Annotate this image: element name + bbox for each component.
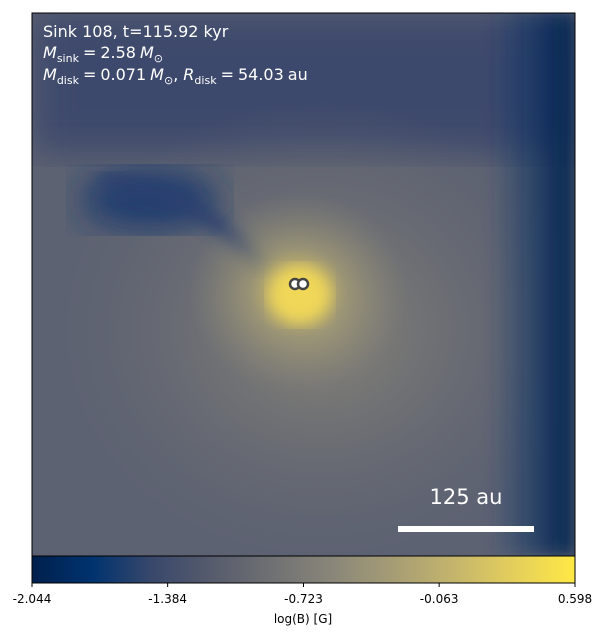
scale-bar-label: 125 au [430,485,503,509]
colorbar-tick-label: -0.063 [420,592,459,606]
colorbar-label: log(B) [G] [274,612,332,626]
scale-bar [398,526,534,532]
colorbar: -2.044 -1.384 -0.723 -0.063 0.598 [13,555,592,606]
field-map [32,13,575,556]
title: Sink 108, t=115.92 kyr [43,22,229,41]
disk-properties: Mdisk = 0.071 M⊙, Rdisk = 54.03 au [43,65,308,87]
colorbar-tick-label: -1.384 [148,592,187,606]
colorbar-scale [31,555,576,584]
sink-marker [296,277,310,291]
colorbar-tick-label: 0.598 [558,592,592,606]
colorbar-tick-label: -0.723 [284,592,323,606]
sink-mass: Msink = 2.58 M⊙ [43,43,163,65]
colorbar-tick-label: -2.044 [13,592,52,606]
